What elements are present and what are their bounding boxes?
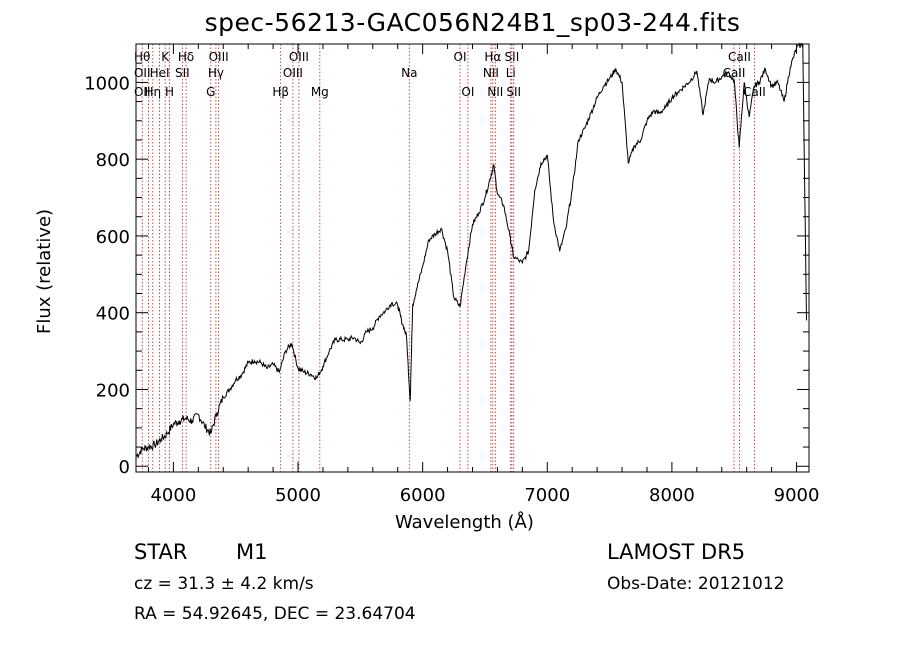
tick-labels: 4000 5000 6000 7000 8000 9000 0 200 400 600 800 100…	[84, 73, 819, 506]
flux-series	[135, 42, 807, 460]
spectral-line-label: CaII	[723, 66, 746, 80]
spectral-line-label: Hθ	[134, 50, 150, 64]
spectral-line-label: CaII	[743, 85, 766, 99]
spectral-line-label: CaII	[728, 50, 751, 64]
spectral-line-label: NII	[487, 85, 503, 99]
spectral-line-label: OI	[454, 50, 467, 64]
x-tick-label: 4000	[150, 485, 196, 506]
object-class: STAR	[134, 540, 188, 564]
x-tick-label: 6000	[400, 485, 446, 506]
spectral-line-label: K	[161, 50, 170, 64]
spectral-lines	[141, 44, 755, 472]
spectral-line-label: Na	[401, 66, 417, 80]
spectral-line-label: OII	[134, 85, 151, 99]
chart-title: spec-56213-GAC056N24B1_sp03-244.fits	[204, 8, 741, 37]
spectral-line-label: SII	[506, 85, 521, 99]
spectral-line-label: SII	[175, 66, 190, 80]
y-tick-label: 200	[96, 380, 130, 401]
spectral-line-label: Hγ	[208, 66, 224, 80]
redshift-cz: cz = 31.3 ± 4.2 km/s	[134, 574, 314, 594]
y-tick-label: 400	[96, 304, 130, 325]
spectral-line-label: OII	[134, 66, 151, 80]
y-tick-label: 1000	[84, 73, 130, 94]
y-tick-label: 800	[96, 150, 130, 171]
spectral-line-label: NII	[483, 66, 499, 80]
spectral-line-label: Hη	[145, 85, 162, 99]
y-tick-label: 600	[96, 227, 130, 248]
axes	[135, 43, 810, 473]
spectral-line-label: Hα	[484, 50, 501, 64]
spectral-line-label: SII	[505, 50, 520, 64]
observation-date: Obs-Date: 20121012	[607, 574, 785, 594]
flux-curve	[135, 42, 807, 460]
plot-frame	[135, 43, 810, 473]
object-subclass: M1	[236, 540, 268, 564]
spectral-line-label: Mg	[311, 85, 329, 99]
spectral-line-label: OIII	[209, 50, 229, 64]
spectral-line-label: Hβ	[272, 85, 289, 99]
spectral-line-label: HeI	[150, 66, 170, 80]
x-tick-label: 5000	[275, 485, 321, 506]
x-axis-label: Wavelength (Å)	[395, 512, 534, 533]
line-labels: HθOIIOIIHηHeIKHSIIHδGHγOIIIHβOIIIOIIIMgN…	[134, 50, 766, 99]
x-tick-label: 7000	[524, 485, 570, 506]
spectral-line-label: Hδ	[178, 50, 194, 64]
survey-name: LAMOST DR5	[607, 540, 746, 564]
x-tick-label: 9000	[774, 485, 820, 506]
spectral-line-label: Li	[506, 66, 516, 80]
y-tick-label: 0	[119, 457, 130, 478]
spectral-line-label: H	[165, 85, 174, 99]
x-tick-label: 8000	[649, 485, 695, 506]
spectral-line-label: OIII	[289, 50, 309, 64]
ra-dec-coordinates: RA = 54.92645, DEC = 23.64704	[134, 604, 416, 624]
spectral-line-label: G	[206, 85, 215, 99]
spectral-line-label: OIII	[283, 66, 303, 80]
spectral-line-label: OI	[461, 85, 474, 99]
y-axis-label: Flux (relative)	[34, 208, 55, 334]
